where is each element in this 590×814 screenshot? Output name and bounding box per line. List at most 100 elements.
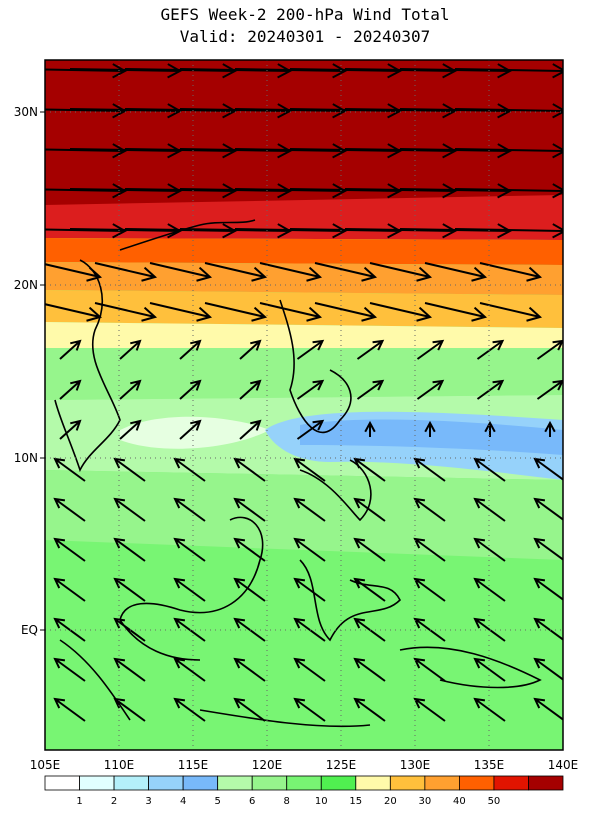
wind-arrow	[94, 302, 158, 322]
colorbar-label: 10	[315, 796, 328, 807]
lat-label: 20N	[14, 278, 38, 292]
colorbar-label: 2	[111, 796, 117, 807]
wind-arrow	[113, 577, 146, 602]
wind-arrow	[413, 657, 446, 682]
wind-arrow	[293, 457, 326, 482]
wind-arrow	[413, 457, 446, 482]
wind-arrow	[113, 497, 146, 522]
colorbar-swatch	[458, 775, 495, 791]
colorbar-label: 1	[76, 796, 82, 807]
wind-arrow	[204, 262, 268, 282]
colorbar-label: 15	[349, 796, 362, 807]
colorbar-swatch	[389, 775, 426, 791]
wind-arrow	[113, 657, 146, 682]
wind-arrow	[479, 302, 543, 322]
wind-arrow	[473, 657, 506, 682]
lon-label: 110E	[104, 758, 135, 772]
colorbar-swatch	[44, 775, 80, 791]
wind-arrow	[533, 577, 563, 601]
wind-arrow	[53, 537, 86, 562]
lon-label: 105E	[30, 758, 61, 772]
colorbar: 1 2 3 4 5 6 8 10 15 20 30 40 50	[44, 775, 564, 807]
wind-arrow	[233, 697, 266, 722]
wind-arrow	[173, 457, 206, 482]
wind-arrow	[173, 537, 206, 562]
shading	[120, 416, 270, 449]
wind-arrow	[45, 263, 103, 282]
wind-arrow	[473, 537, 506, 562]
colorbar-swatch	[113, 775, 149, 791]
colorbar-swatch	[320, 775, 357, 791]
graticule	[45, 60, 563, 750]
wind-arrow	[353, 497, 386, 522]
wind-arrow	[53, 697, 86, 722]
axes: 30N 20N 10N EQ 105E 110E 115E 120E 125E 130E 135E 1…	[14, 105, 579, 772]
wind-arrow	[413, 697, 446, 722]
wind-arrow	[119, 339, 142, 360]
wind-arrow	[454, 183, 563, 199]
wind-arrow	[173, 497, 206, 522]
wind-arrow	[413, 577, 446, 602]
lon-label: 135E	[474, 758, 505, 772]
lat-label: 30N	[14, 105, 38, 119]
wind-arrow	[233, 537, 266, 562]
wind-arrow	[473, 457, 506, 482]
colorbar-swatch	[493, 775, 529, 791]
lat-label: 10N	[14, 451, 38, 465]
wind-arrow	[149, 262, 213, 282]
colorbar-label: 40	[453, 796, 466, 807]
shading	[45, 290, 563, 328]
wind-arrow	[356, 339, 385, 360]
colorbar-swatch	[528, 775, 564, 791]
wind-arrow	[53, 577, 86, 602]
wind-arrow	[293, 537, 326, 562]
colorbar-label: 20	[384, 796, 397, 807]
wind-arrow	[259, 262, 323, 282]
wind-arrow	[454, 143, 563, 159]
shading	[45, 470, 563, 560]
wind-arrow	[179, 379, 202, 400]
wind-arrow	[369, 302, 433, 322]
wind-arrow	[119, 419, 142, 440]
lon-label: 140E	[548, 758, 579, 772]
wind-arrow	[239, 379, 262, 400]
wind-arrow	[533, 457, 563, 481]
subtitle: Valid: 20240301 - 20240307	[180, 27, 430, 46]
wind-arrow	[424, 262, 488, 282]
shading	[45, 238, 563, 265]
wind-arrow	[296, 419, 325, 440]
wind-arrow	[479, 262, 543, 282]
wind-arrow	[533, 497, 563, 521]
colorbar-label: 6	[249, 796, 255, 807]
wind-arrow	[424, 420, 436, 437]
title: GEFS Week-2 200-hPa Wind Total	[161, 5, 450, 24]
wind-arrow	[173, 577, 206, 602]
map-area	[45, 60, 563, 750]
wind-arrow	[233, 577, 266, 602]
wind-arrow	[353, 457, 386, 482]
wind-arrow	[59, 339, 82, 360]
wind-arrow	[119, 379, 142, 400]
wind-arrow	[424, 302, 488, 322]
colorbar-swatch	[217, 775, 253, 791]
colorbar-label: 8	[284, 796, 290, 807]
wind-arrow	[293, 697, 326, 722]
map-frame	[44, 59, 564, 751]
wind-arrow	[173, 697, 206, 722]
wind-arrow	[314, 302, 378, 322]
wind-arrow	[204, 302, 268, 322]
wind-arrow	[239, 339, 262, 360]
lon-label: 125E	[326, 758, 357, 772]
shading	[45, 60, 563, 205]
shading	[300, 419, 563, 455]
wind-arrow	[353, 697, 386, 722]
wind-arrow	[454, 103, 563, 119]
wind-arrow	[356, 379, 385, 400]
wind-arrow	[233, 497, 266, 522]
wind-arrow	[454, 223, 563, 239]
wind-arrow	[53, 497, 86, 522]
wind-arrow	[113, 537, 146, 562]
wind-arrow	[416, 339, 445, 360]
wind-arrow	[173, 657, 206, 682]
